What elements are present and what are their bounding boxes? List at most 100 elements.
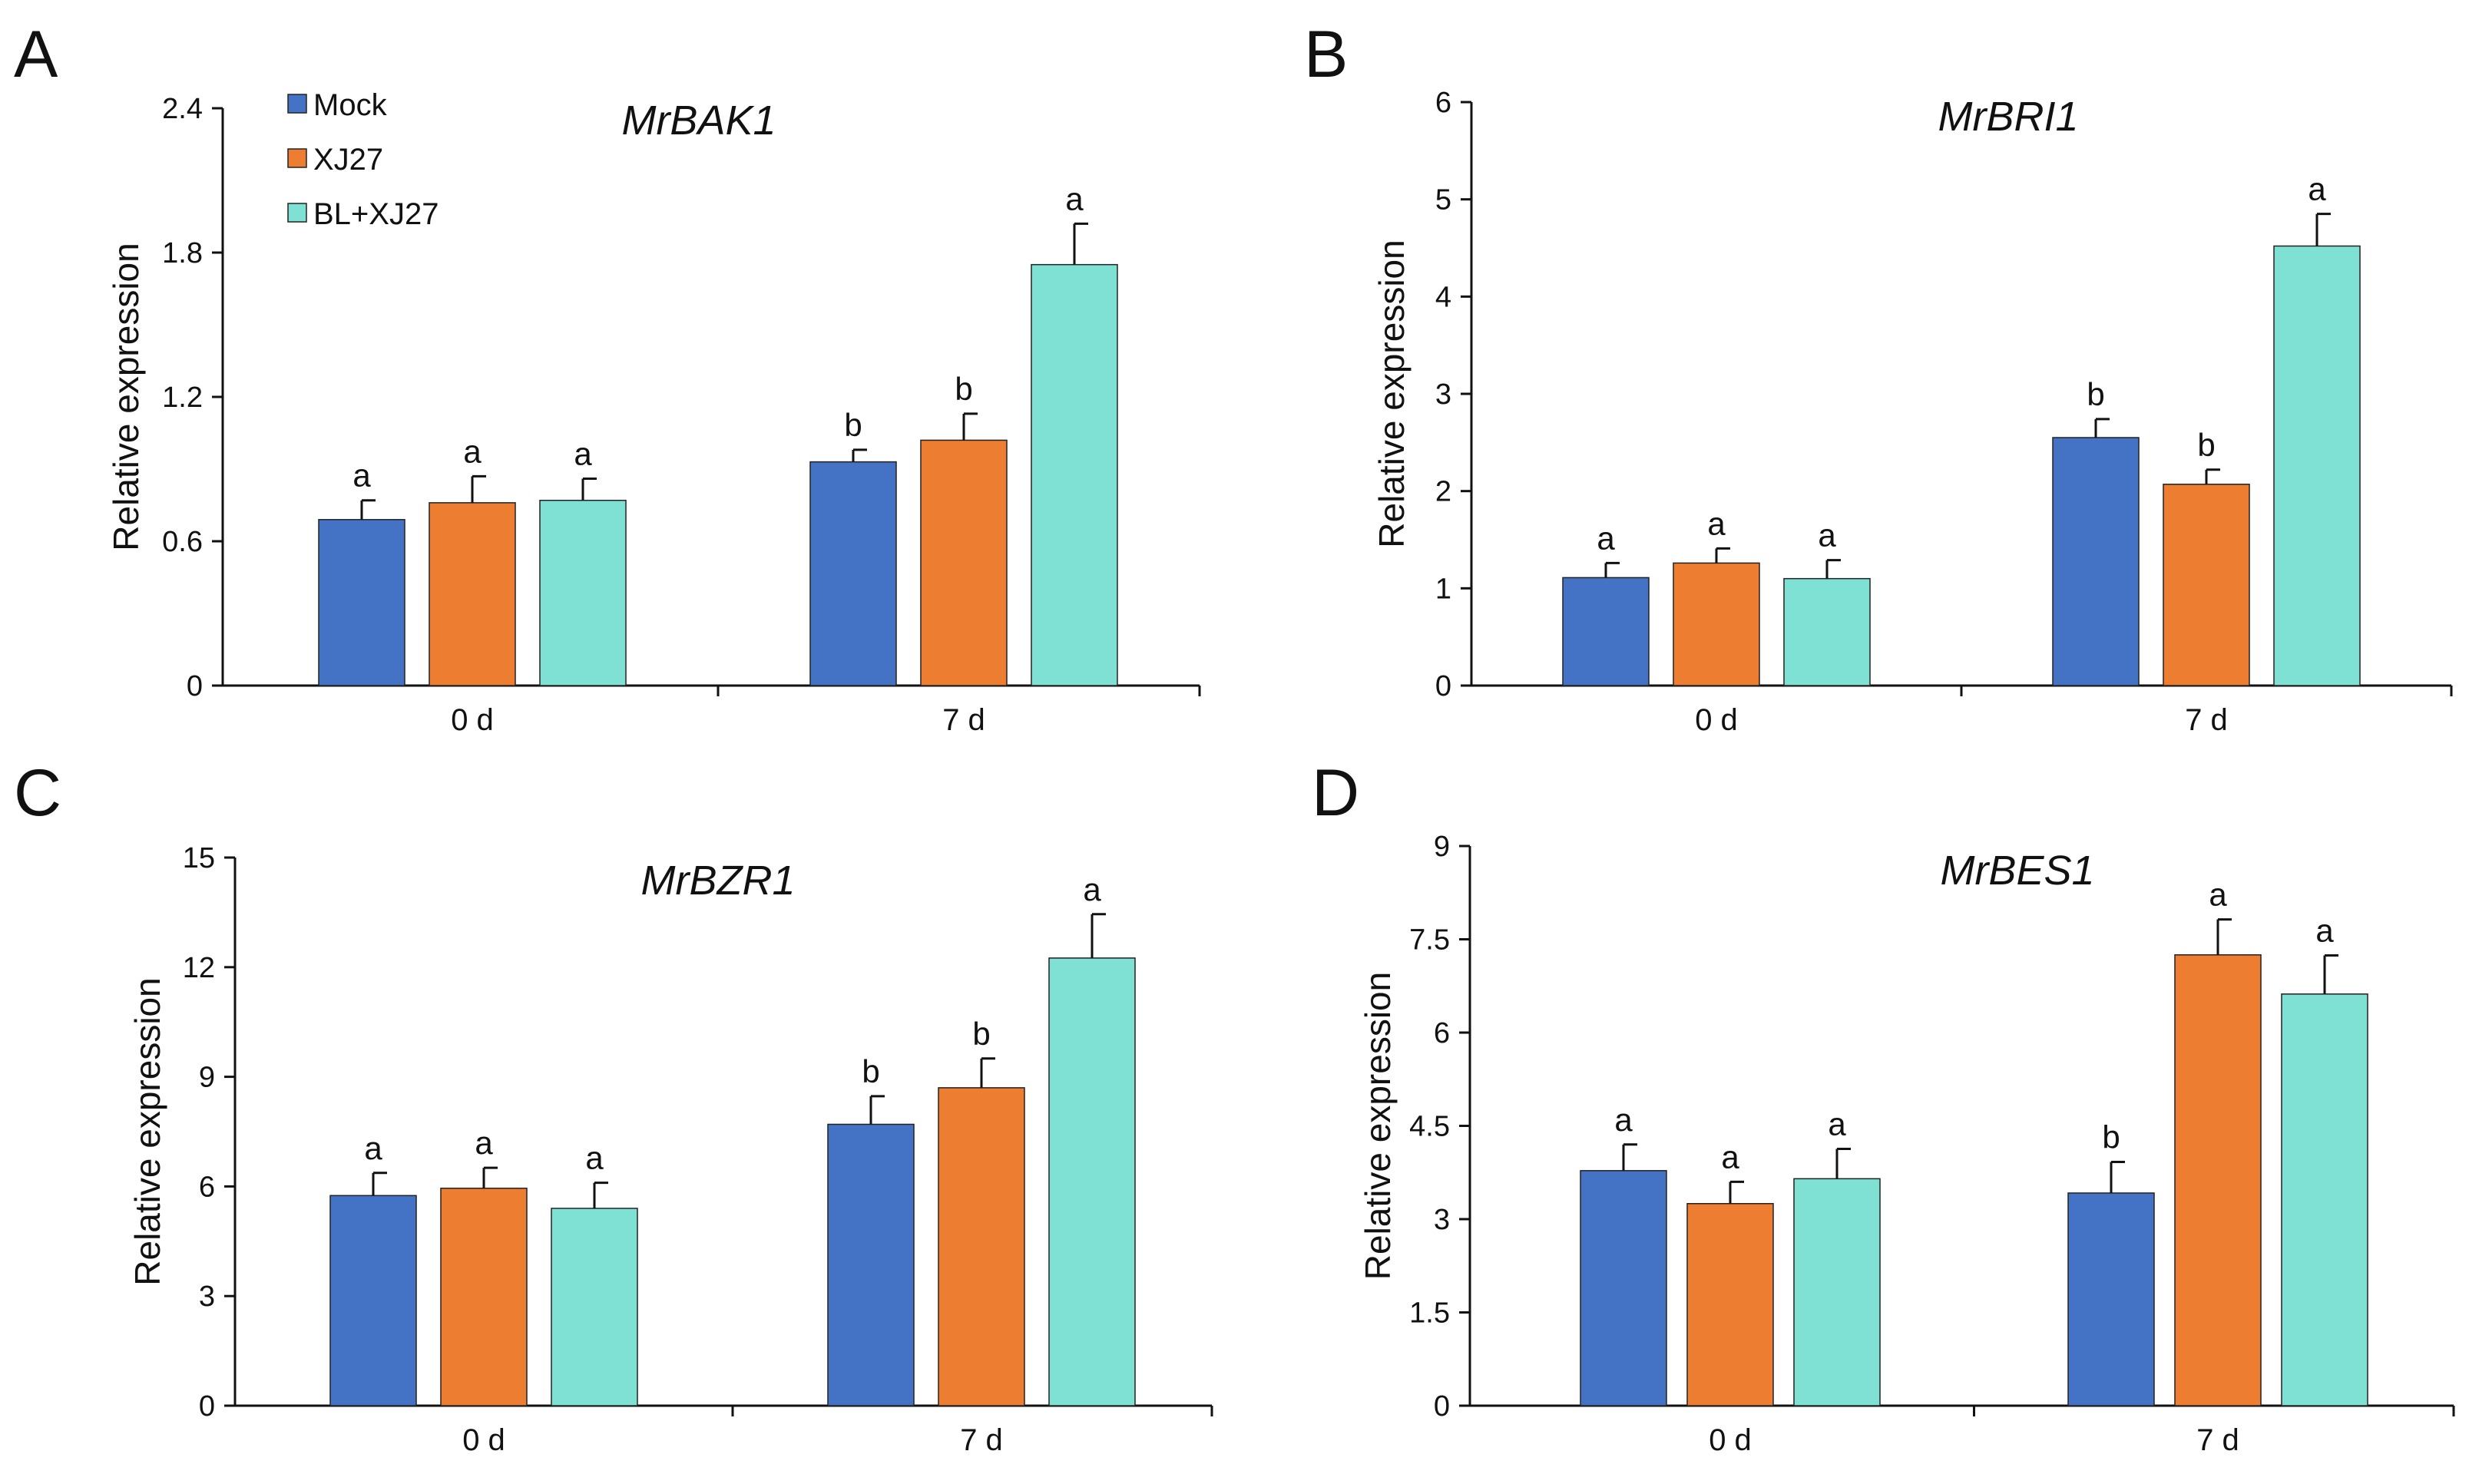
significance-letter: a xyxy=(1721,1139,1739,1175)
significance-letter: b xyxy=(844,407,862,443)
legend: Mock XJ27 BL+XJ27 xyxy=(287,88,439,231)
y-tick-label: 2 xyxy=(1435,476,1451,508)
significance-letter: b xyxy=(2087,376,2104,412)
significance-letter: a xyxy=(2209,877,2227,913)
y-tick-label: 9 xyxy=(199,1062,215,1094)
significance-letter: a xyxy=(1828,1106,1846,1142)
y-tick-label: 3 xyxy=(1435,378,1451,411)
bar xyxy=(329,1195,417,1406)
y-axis-label: Relative expression xyxy=(127,977,167,1285)
significance-letter: a xyxy=(2308,171,2326,207)
significance-letter: a xyxy=(585,1140,604,1176)
significance-letter: a xyxy=(1818,517,1836,554)
bar xyxy=(1048,957,1136,1406)
y-tick-label: 0 xyxy=(187,670,203,702)
y-axis-label: Relative expression xyxy=(106,243,146,550)
bar xyxy=(429,502,516,686)
bar xyxy=(920,439,1008,686)
category-label: 7 d xyxy=(2196,1423,2239,1457)
y-tick-label: 9 xyxy=(1434,831,1450,863)
y-tick-label: 1 xyxy=(1435,573,1451,605)
panel-letter: B xyxy=(1304,18,1348,91)
bar xyxy=(2174,954,2262,1406)
y-tick-label: 7.5 xyxy=(1409,924,1450,957)
significance-letter: a xyxy=(364,1130,382,1166)
y-tick-label: 0.6 xyxy=(162,526,203,558)
category-label: 7 d xyxy=(942,703,985,737)
bar xyxy=(1686,1203,1774,1406)
panel-letter: D xyxy=(1312,756,1359,830)
category-label: 0 d xyxy=(462,1423,505,1457)
significance-letter: b xyxy=(2102,1119,2120,1155)
bar xyxy=(539,499,627,686)
bar xyxy=(1673,562,1760,686)
bar xyxy=(1031,263,1118,686)
legend-swatch xyxy=(287,203,307,223)
y-axis-label: Relative expression xyxy=(1372,240,1412,547)
y-tick-label: 6 xyxy=(1434,1017,1450,1049)
y-tick-label: 6 xyxy=(1435,87,1451,119)
legend-label: Mock xyxy=(313,88,388,122)
bar xyxy=(2163,484,2250,686)
panel-letter: C xyxy=(14,756,61,830)
y-tick-label: 4.5 xyxy=(1409,1111,1450,1143)
panel-d: D MrBES1 0 1.5 3 4.5 6 7.5 9 Relative expression 0… xyxy=(1312,756,2455,1457)
y-tick-label: 0 xyxy=(199,1390,215,1423)
y-tick-label: 1.2 xyxy=(162,382,203,414)
y-tick-label: 2.4 xyxy=(162,93,203,125)
bar xyxy=(827,1123,915,1406)
bar xyxy=(1562,577,1650,686)
significance-letter: b xyxy=(955,371,972,407)
bar xyxy=(1580,1170,1667,1406)
bar xyxy=(551,1208,638,1406)
legend-label: XJ27 xyxy=(313,143,383,177)
bar xyxy=(938,1087,1025,1406)
bar xyxy=(1793,1178,1881,1406)
y-tick-label: 1.5 xyxy=(1409,1297,1450,1330)
category-label: 7 d xyxy=(960,1423,1003,1457)
y-tick-label: 15 xyxy=(183,842,215,874)
significance-letter: a xyxy=(574,436,592,472)
legend-swatch xyxy=(287,94,307,114)
significance-letter: a xyxy=(1065,180,1084,216)
y-axis-label: Relative expression xyxy=(1358,972,1398,1280)
y-tick-label: 1.8 xyxy=(162,237,203,269)
bar xyxy=(440,1188,528,1406)
bar xyxy=(2052,437,2140,686)
legend-label: BL+XJ27 xyxy=(313,197,439,231)
chart-title: MrBAK1 xyxy=(621,98,776,144)
significance-letter: a xyxy=(475,1125,493,1161)
y-tick-label: 4 xyxy=(1435,281,1451,313)
significance-letter: a xyxy=(2315,913,2334,949)
significance-letter: a xyxy=(352,458,371,494)
panel-c: C MrBZR1 0 3 6 9 12 15 Relative expression 0 d 7 d… xyxy=(14,756,1213,1457)
panel-letter: A xyxy=(14,18,58,91)
y-tick-label: 0 xyxy=(1434,1390,1450,1423)
y-tick-label: 6 xyxy=(199,1171,215,1203)
y-tick-label: 3 xyxy=(1434,1204,1450,1236)
category-label: 7 d xyxy=(2185,703,2228,737)
category-label: 0 d xyxy=(1709,1423,1752,1457)
significance-letter: a xyxy=(1707,505,1726,541)
bar xyxy=(318,519,405,686)
significance-letter: a xyxy=(1614,1102,1633,1138)
bar xyxy=(2067,1192,2155,1406)
y-tick-label: 3 xyxy=(199,1281,215,1313)
panel-a: A MrBAK1 0 0.6 1.2 1.8 2.4 Relative expression 0… xyxy=(14,18,1201,737)
significance-letter: a xyxy=(1083,871,1101,907)
panel-b: B MrBRI1 0 1 2 3 4 5 6 Relative expression 0 d 7 d a… xyxy=(1304,18,2453,737)
significance-letter: b xyxy=(972,1016,990,1052)
chart-title: MrBES1 xyxy=(1940,848,2094,894)
significance-letter: b xyxy=(2197,427,2215,463)
chart-title: MrBZR1 xyxy=(641,858,796,904)
category-label: 0 d xyxy=(1695,703,1738,737)
bar xyxy=(1783,577,1871,686)
bar xyxy=(809,461,897,686)
bar xyxy=(2273,245,2361,686)
significance-letter: a xyxy=(463,433,482,469)
bar xyxy=(2281,993,2368,1406)
significance-letter: b xyxy=(862,1053,879,1089)
chart-title: MrBRI1 xyxy=(1938,94,2078,140)
y-tick-label: 0 xyxy=(1435,670,1451,702)
